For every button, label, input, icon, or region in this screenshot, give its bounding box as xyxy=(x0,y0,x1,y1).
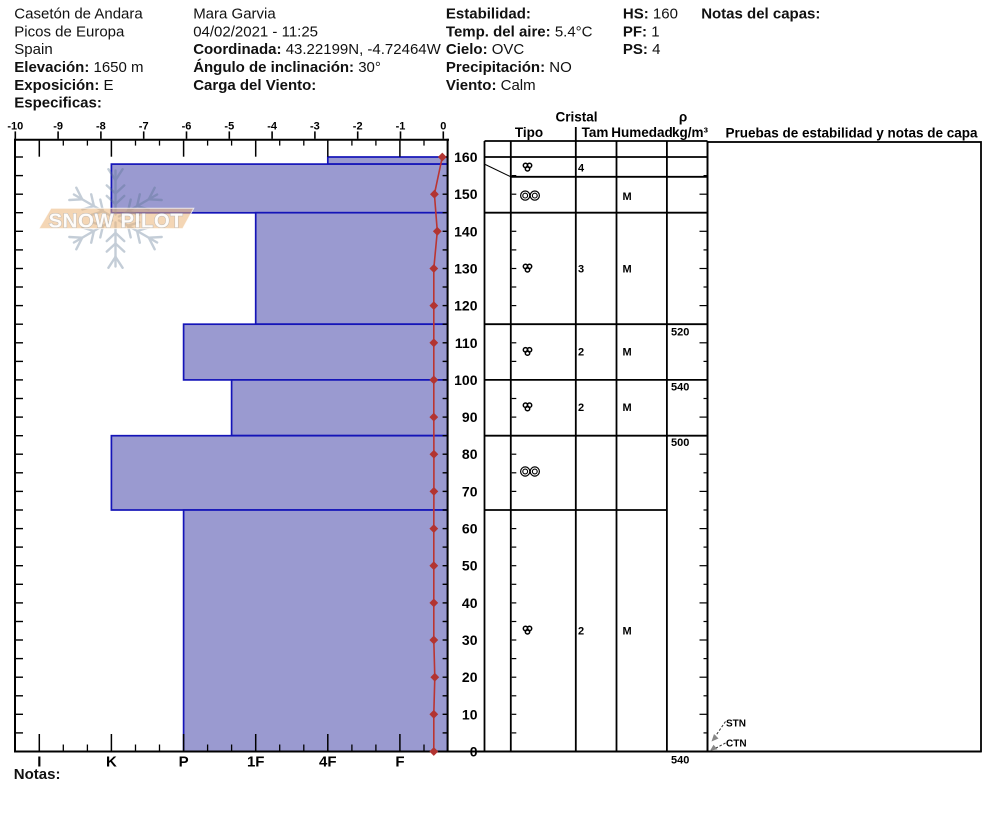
svg-text:STN: STN xyxy=(726,719,746,730)
svg-text:0: 0 xyxy=(470,744,478,760)
svg-text:CTN: CTN xyxy=(726,739,747,750)
svg-text:-7: -7 xyxy=(139,121,149,133)
svg-text:04/02/2021 - 11:25: 04/02/2021 - 11:25 xyxy=(193,23,318,40)
svg-text:Estabilidad:: Estabilidad: xyxy=(446,6,531,23)
svg-text:50: 50 xyxy=(462,558,478,574)
svg-text:ρ: ρ xyxy=(679,110,687,125)
svg-text:-10: -10 xyxy=(7,121,23,133)
svg-text:F: F xyxy=(395,754,404,771)
svg-text:Tipo: Tipo xyxy=(515,125,543,140)
svg-text:-8: -8 xyxy=(96,121,106,133)
svg-text:Cristal: Cristal xyxy=(555,110,597,125)
svg-text:4: 4 xyxy=(578,162,585,174)
svg-text:PS: 4: PS: 4 xyxy=(623,41,661,58)
svg-text:140: 140 xyxy=(454,223,478,239)
svg-text:P: P xyxy=(179,754,189,771)
svg-text:4F: 4F xyxy=(319,754,337,771)
svg-text:20: 20 xyxy=(462,669,478,685)
svg-text:10: 10 xyxy=(462,706,478,722)
svg-text:Coordinada: 43.22199N, -4.7246: Coordinada: 43.22199N, -4.72464W xyxy=(193,41,441,58)
svg-text:60: 60 xyxy=(462,521,478,537)
svg-text:Picos de Europa: Picos de Europa xyxy=(14,23,125,40)
svg-text:Notas:: Notas: xyxy=(14,766,61,783)
svg-text:0: 0 xyxy=(440,121,446,133)
svg-text:Pruebas de estabilidad y notas: Pruebas de estabilidad y notas de capa xyxy=(725,126,978,141)
svg-text:150: 150 xyxy=(454,186,478,202)
svg-text:SNOW PILOT: SNOW PILOT xyxy=(49,209,184,232)
svg-text:Humedad: Humedad xyxy=(611,125,673,140)
svg-text:PF: 1: PF: 1 xyxy=(623,23,660,40)
svg-text:1F: 1F xyxy=(247,754,265,771)
svg-text:kg/m³: kg/m³ xyxy=(672,125,709,140)
svg-text:90: 90 xyxy=(462,409,478,425)
svg-text:500: 500 xyxy=(671,437,689,449)
svg-text:520: 520 xyxy=(671,327,689,339)
svg-text:2: 2 xyxy=(578,347,584,359)
svg-text:Carga del Viento:: Carga del Viento: xyxy=(193,77,316,94)
svg-text:Temp. del aire: 5.4°C: Temp. del aire: 5.4°C xyxy=(446,23,593,40)
svg-text:2: 2 xyxy=(578,625,584,637)
svg-text:Spain: Spain xyxy=(14,41,52,58)
svg-text:70: 70 xyxy=(462,483,478,499)
svg-text:M: M xyxy=(623,402,632,414)
svg-text:Cielo: OVC: Cielo: OVC xyxy=(446,41,525,58)
svg-text:Viento: Calm: Viento: Calm xyxy=(446,77,536,94)
svg-text:Exposición: E: Exposición: E xyxy=(14,77,113,94)
svg-text:Especificas:: Especificas: xyxy=(14,95,102,112)
svg-text:M: M xyxy=(623,263,632,275)
svg-text:Elevación: 1650 m: Elevación: 1650 m xyxy=(14,59,143,76)
svg-text:Notas del capas:: Notas del capas: xyxy=(701,6,820,23)
svg-text:540: 540 xyxy=(671,382,689,394)
svg-text:540: 540 xyxy=(671,755,689,767)
svg-text:-2: -2 xyxy=(353,121,363,133)
svg-text:HS: 160: HS: 160 xyxy=(623,6,678,23)
svg-text:40: 40 xyxy=(462,595,478,611)
svg-text:80: 80 xyxy=(462,446,478,462)
svg-text:110: 110 xyxy=(455,335,478,351)
svg-text:M: M xyxy=(623,347,632,359)
svg-text:-6: -6 xyxy=(182,121,192,133)
svg-text:-5: -5 xyxy=(224,121,234,133)
svg-text:30: 30 xyxy=(462,632,478,648)
svg-text:-1: -1 xyxy=(396,121,406,133)
svg-text:130: 130 xyxy=(454,261,478,277)
svg-text:Tam: Tam xyxy=(582,125,609,140)
svg-text:Ángulo de inclinación: 30°: Ángulo de inclinación: 30° xyxy=(193,59,381,76)
svg-text:M: M xyxy=(623,191,632,203)
svg-text:M: M xyxy=(623,625,632,637)
svg-text:K: K xyxy=(106,754,117,771)
svg-text:Mara Garvia: Mara Garvia xyxy=(193,6,276,23)
svg-text:3: 3 xyxy=(578,263,584,275)
svg-text:-3: -3 xyxy=(310,121,320,133)
svg-text:160: 160 xyxy=(454,149,478,165)
svg-text:Precipitación: NO: Precipitación: NO xyxy=(446,59,572,76)
svg-text:-9: -9 xyxy=(53,121,63,133)
svg-text:I: I xyxy=(37,754,41,771)
svg-text:120: 120 xyxy=(454,298,478,314)
svg-text:Casetón de Andara: Casetón de Andara xyxy=(14,6,143,23)
svg-text:100: 100 xyxy=(454,372,478,388)
svg-text:-4: -4 xyxy=(267,121,278,133)
svg-text:2: 2 xyxy=(578,402,584,414)
